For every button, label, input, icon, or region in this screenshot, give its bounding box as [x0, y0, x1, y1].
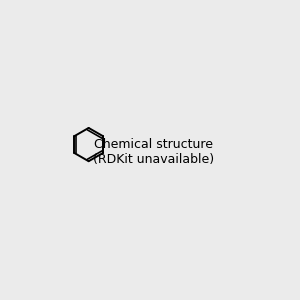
Text: Chemical structure
(RDKit unavailable): Chemical structure (RDKit unavailable)	[93, 137, 214, 166]
